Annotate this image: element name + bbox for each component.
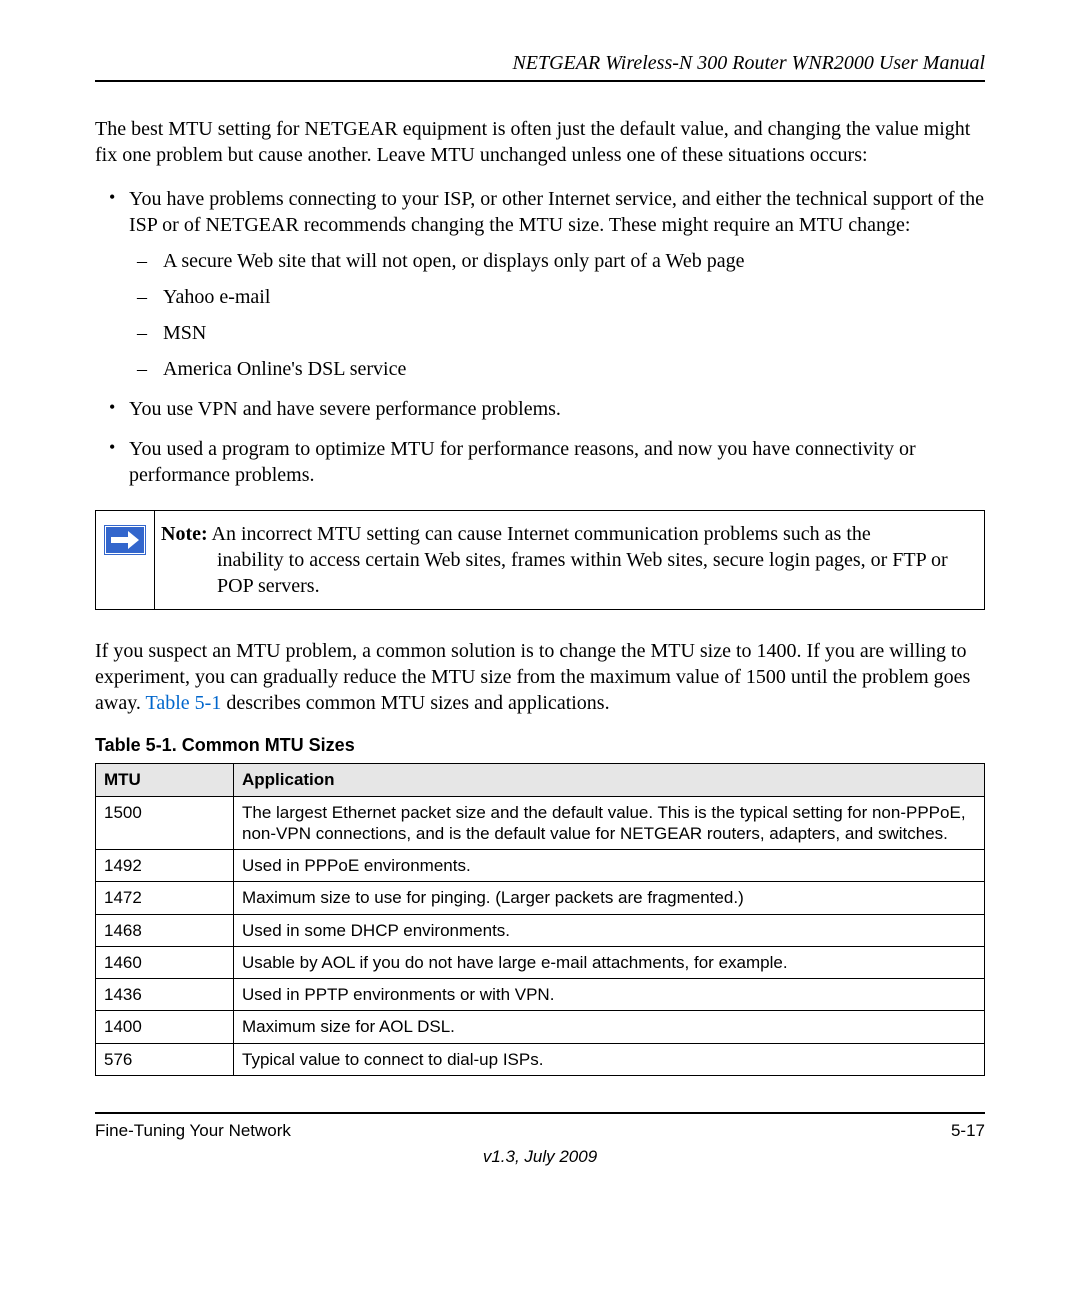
sub-list-item: A secure Web site that will not open, or… <box>129 248 985 274</box>
cell-mtu: 1468 <box>96 914 234 946</box>
table-row: 576Typical value to connect to dial-up I… <box>96 1043 985 1075</box>
note-box: Note: An incorrect MTU setting can cause… <box>95 510 985 610</box>
note-label: Note: <box>161 523 208 545</box>
mtu-table: MTU Application 1500The largest Ethernet… <box>95 763 985 1076</box>
note-line2: inability to access certain Web sites, f… <box>161 547 972 599</box>
page-header: NETGEAR Wireless-N 300 Router WNR2000 Us… <box>95 50 985 76</box>
footer-rule <box>95 1112 985 1114</box>
sub-list-item: MSN <box>129 320 985 346</box>
arrow-right-icon <box>96 511 155 609</box>
list-item: You have problems connecting to your ISP… <box>95 186 985 382</box>
sub-list: A secure Web site that will not open, or… <box>129 248 985 382</box>
table-row: 1436Used in PPTP environments or with VP… <box>96 979 985 1011</box>
cell-mtu: 1400 <box>96 1011 234 1043</box>
cell-mtu: 1460 <box>96 946 234 978</box>
cell-app: Maximum size for AOL DSL. <box>234 1011 985 1043</box>
table-reference-link[interactable]: Table 5-1 <box>146 692 222 714</box>
cell-mtu: 1492 <box>96 850 234 882</box>
note-text: Note: An incorrect MTU setting can cause… <box>155 511 984 609</box>
footer-section-title: Fine-Tuning Your Network <box>95 1120 291 1142</box>
table-header-row: MTU Application <box>96 764 985 796</box>
table-row: 1460Usable by AOL if you do not have lar… <box>96 946 985 978</box>
sub-list-item: Yahoo e-mail <box>129 284 985 310</box>
post-note-paragraph: If you suspect an MTU problem, a common … <box>95 638 985 716</box>
list-item: You use VPN and have severe performance … <box>95 396 985 422</box>
header-rule <box>95 80 985 82</box>
list-item: You used a program to optimize MTU for p… <box>95 436 985 488</box>
table-row: 1400Maximum size for AOL DSL. <box>96 1011 985 1043</box>
footer-version: v1.3, July 2009 <box>95 1146 985 1168</box>
post-note-after: describes common MTU sizes and applicati… <box>221 692 609 714</box>
cell-mtu: 1500 <box>96 796 234 850</box>
cell-app: Typical value to connect to dial-up ISPs… <box>234 1043 985 1075</box>
list-item-text: You have problems connecting to your ISP… <box>129 188 984 236</box>
cell-app: Maximum size to use for pinging. (Larger… <box>234 882 985 914</box>
table-row: 1468Used in some DHCP environments. <box>96 914 985 946</box>
table-row: 1492Used in PPPoE environments. <box>96 850 985 882</box>
table-row: 1472Maximum size to use for pinging. (La… <box>96 882 985 914</box>
bullet-list: You have problems connecting to your ISP… <box>95 186 985 488</box>
intro-paragraph: The best MTU setting for NETGEAR equipme… <box>95 116 985 168</box>
cell-app: The largest Ethernet packet size and the… <box>234 796 985 850</box>
table-header-application: Application <box>234 764 985 796</box>
table-header-mtu: MTU <box>96 764 234 796</box>
note-line1: An incorrect MTU setting can cause Inter… <box>208 523 871 545</box>
footer-row: Fine-Tuning Your Network 5-17 <box>95 1120 985 1142</box>
cell-app: Used in PPPoE environments. <box>234 850 985 882</box>
cell-mtu: 1436 <box>96 979 234 1011</box>
cell-mtu: 576 <box>96 1043 234 1075</box>
cell-app: Used in PPTP environments or with VPN. <box>234 979 985 1011</box>
table-caption: Table 5-1. Common MTU Sizes <box>95 734 985 757</box>
table-row: 1500The largest Ethernet packet size and… <box>96 796 985 850</box>
cell-app: Usable by AOL if you do not have large e… <box>234 946 985 978</box>
cell-mtu: 1472 <box>96 882 234 914</box>
footer-page-number: 5-17 <box>951 1120 985 1142</box>
cell-app: Used in some DHCP environments. <box>234 914 985 946</box>
sub-list-item: America Online's DSL service <box>129 356 985 382</box>
